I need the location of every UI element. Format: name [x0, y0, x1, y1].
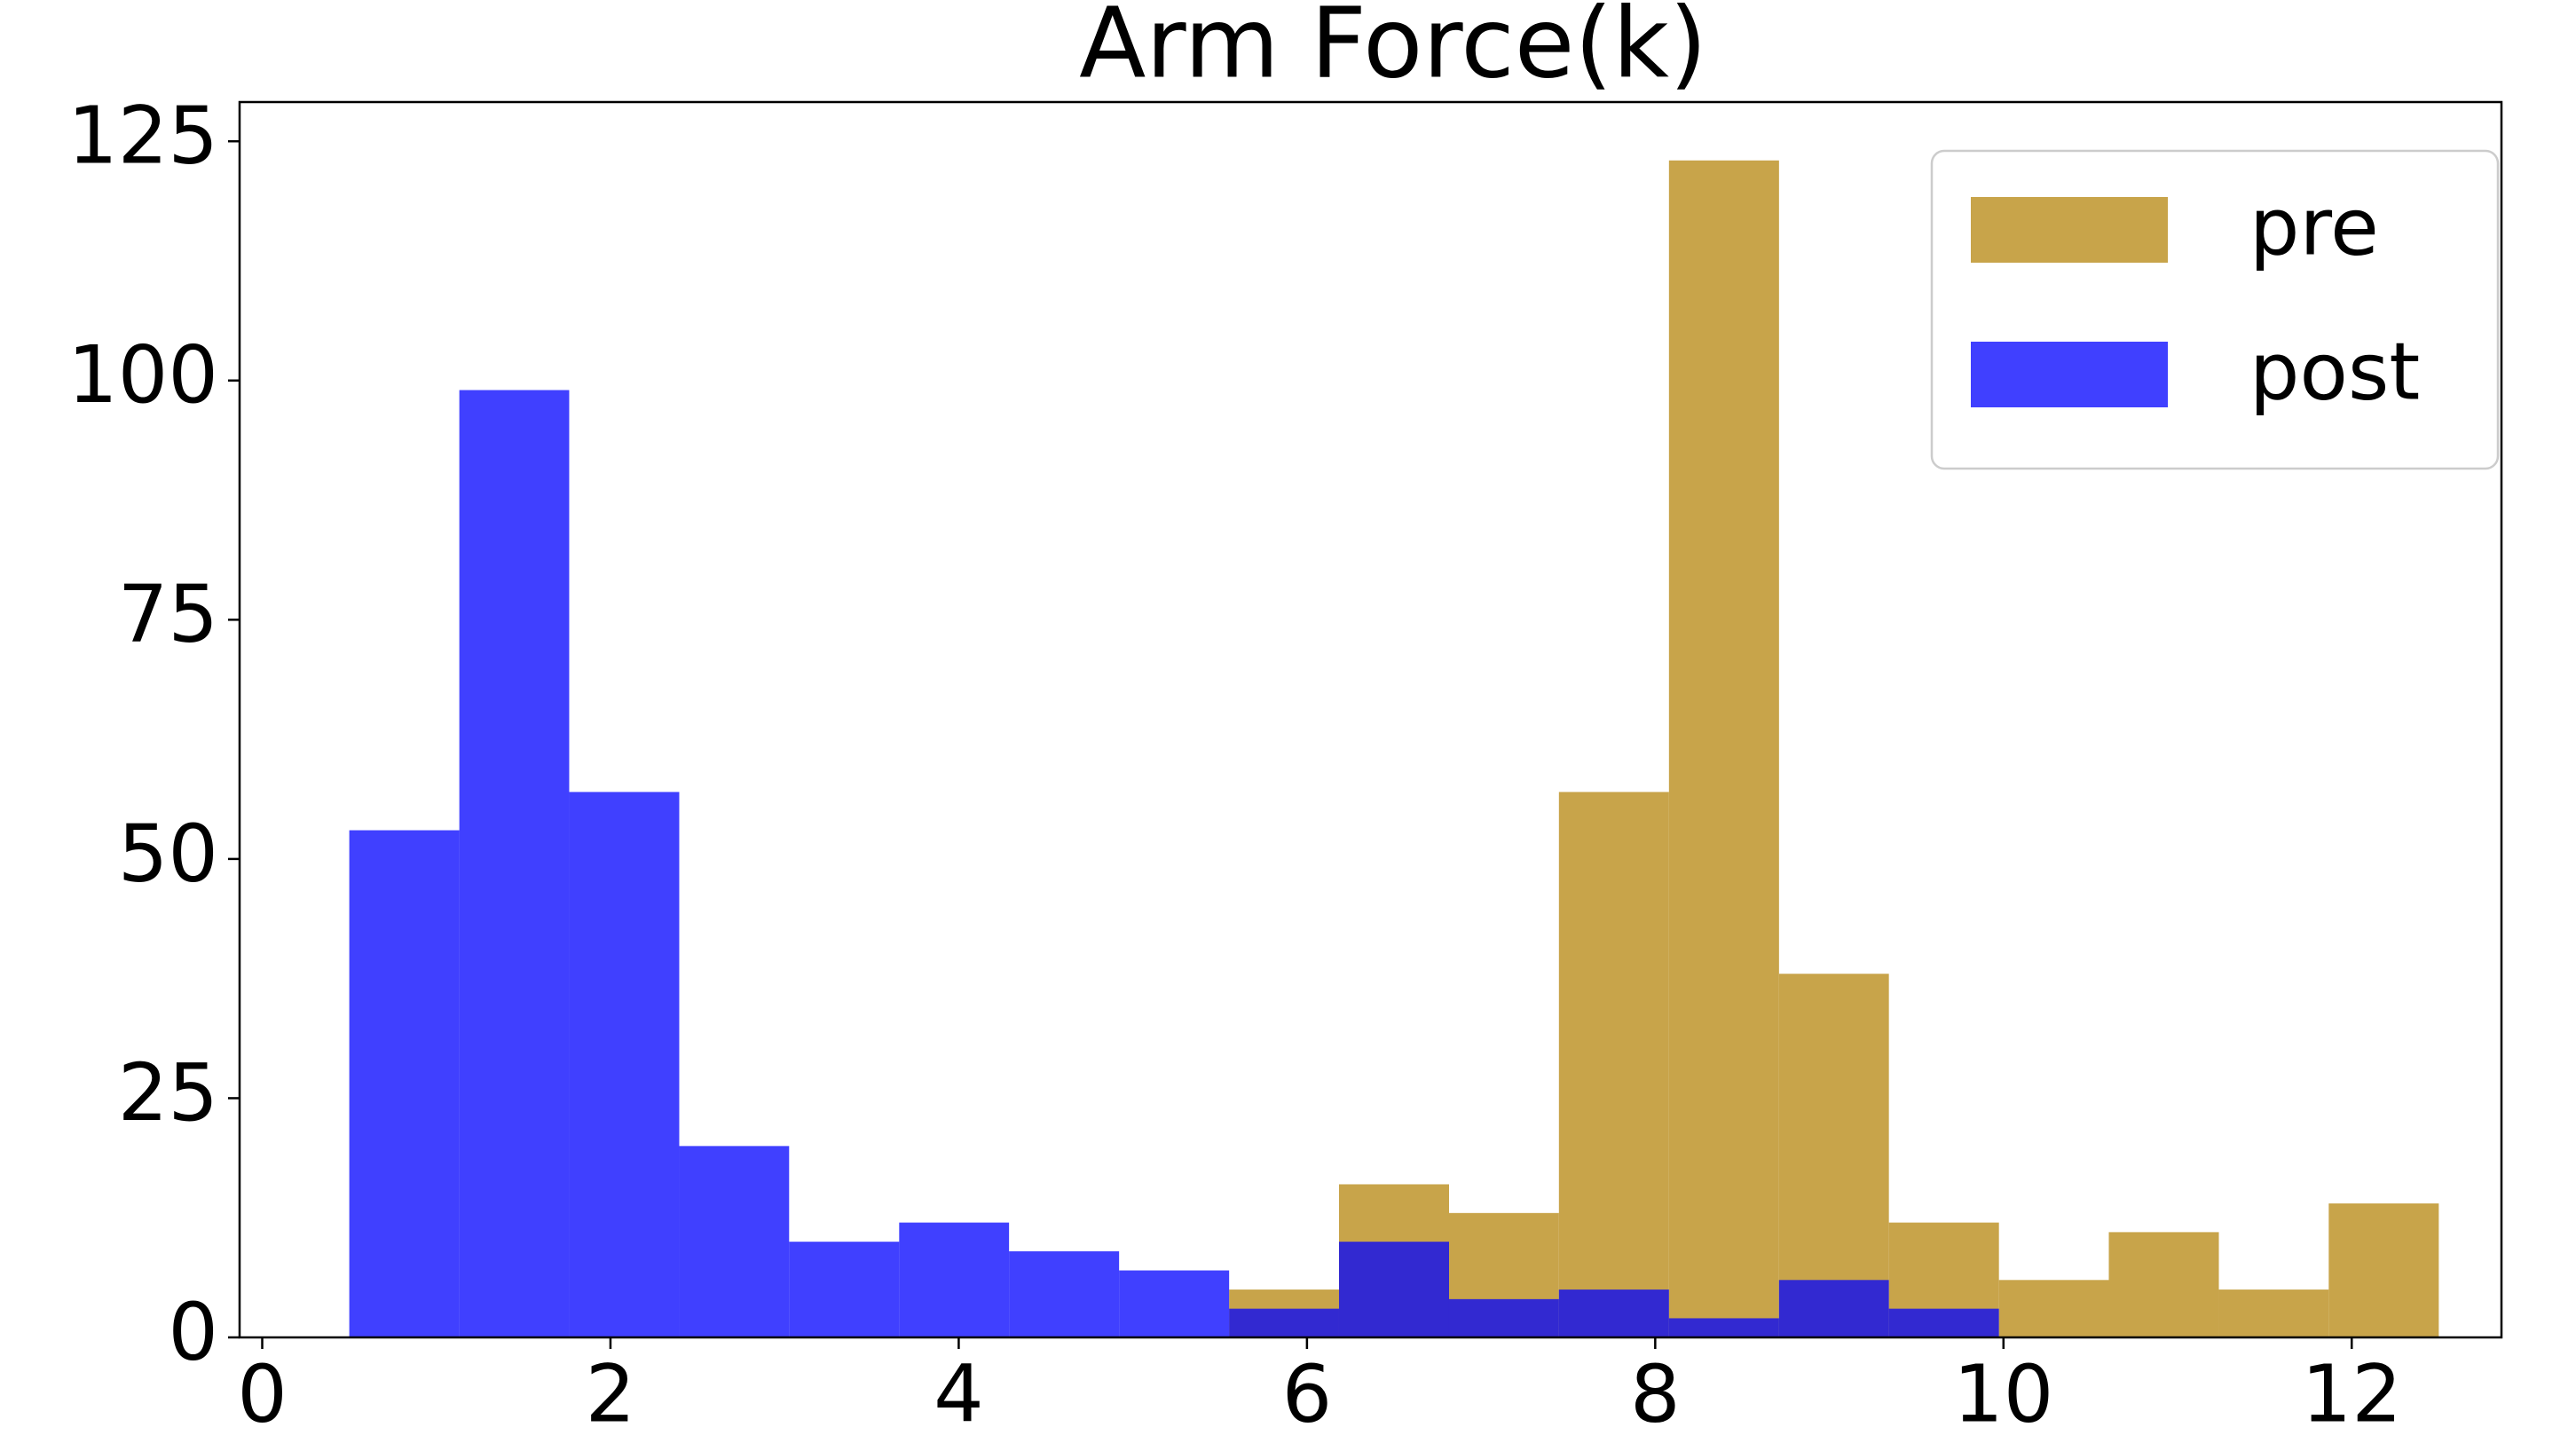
bar	[569, 792, 680, 1337]
bar	[679, 1146, 790, 1337]
bar	[1229, 1308, 1339, 1337]
y-tick-label: 100	[67, 328, 218, 421]
y-tick-label: 25	[118, 1046, 218, 1139]
x-tick-label: 12	[2302, 1347, 2402, 1439]
bar	[459, 390, 570, 1338]
bar	[899, 1222, 1010, 1337]
y-tick-label: 50	[118, 807, 218, 899]
x-tick-label: 0	[237, 1347, 288, 1439]
bar	[1998, 1280, 2109, 1337]
legend-swatch	[1971, 342, 2168, 407]
x-tick-label: 6	[1282, 1347, 1333, 1439]
plot-frame	[238, 100, 2503, 1339]
bar	[1558, 1289, 1669, 1337]
bar	[1668, 1318, 1779, 1337]
bar	[1119, 1270, 1230, 1337]
y-tick-label: 75	[118, 568, 218, 660]
bar	[1448, 1298, 1559, 1337]
bar	[1888, 1308, 1999, 1337]
legend-label: post	[2249, 325, 2420, 417]
bar	[1558, 792, 1669, 1337]
bar	[1009, 1250, 1120, 1337]
y-tick-label: 125	[67, 90, 218, 182]
bar	[2218, 1289, 2329, 1337]
bar	[349, 830, 460, 1337]
x-tick-label: 4	[934, 1347, 984, 1439]
bar	[2328, 1203, 2439, 1337]
bar	[1338, 1242, 1449, 1337]
y-tick-label: 0	[168, 1285, 218, 1377]
bar	[2108, 1232, 2219, 1337]
bar	[1668, 160, 1779, 1338]
bar	[1778, 1280, 1889, 1337]
bar	[1778, 974, 1889, 1337]
legend-swatch	[1971, 197, 2168, 263]
bar	[789, 1242, 900, 1337]
x-tick-label: 8	[1630, 1347, 1681, 1439]
x-tick-label: 2	[586, 1347, 636, 1439]
x-tick-label: 10	[1953, 1347, 2053, 1439]
legend-label: pre	[2249, 180, 2379, 272]
chart-title: Arm Force(k)	[1079, 0, 1707, 99]
